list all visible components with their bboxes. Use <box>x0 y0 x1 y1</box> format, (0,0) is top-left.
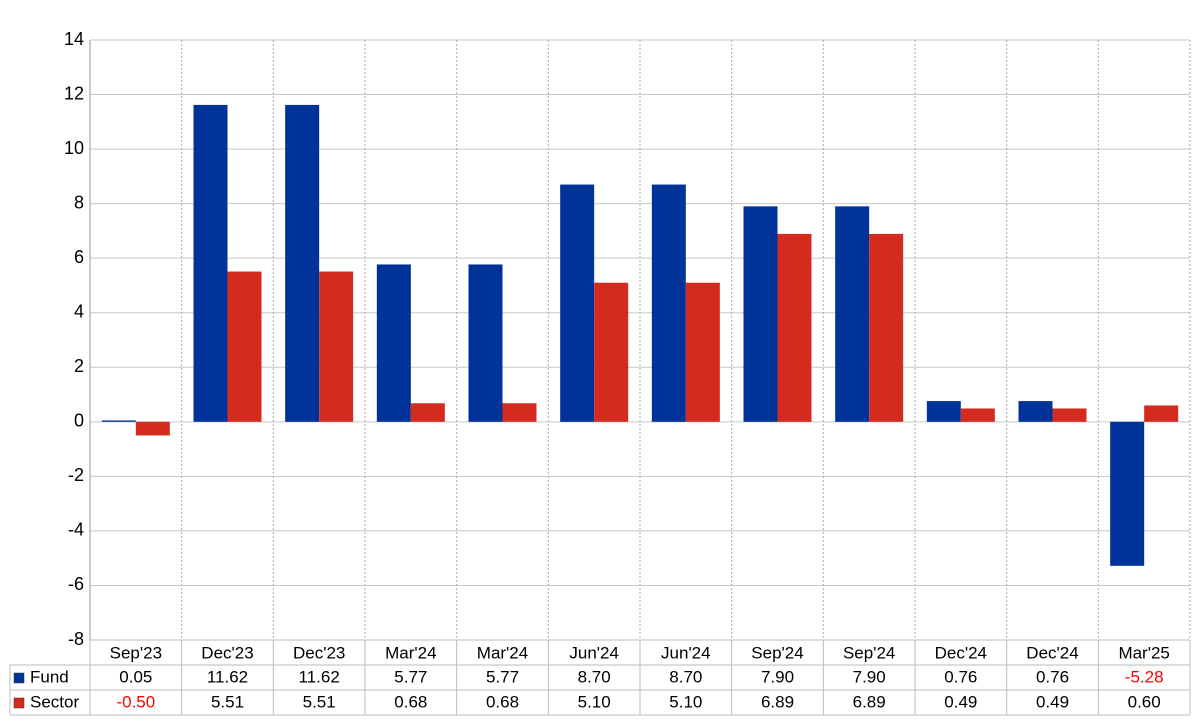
bar <box>285 104 320 422</box>
bar <box>835 206 870 422</box>
bar <box>502 403 537 422</box>
legend-swatch <box>13 697 25 709</box>
bar <box>743 206 778 422</box>
bar <box>227 271 262 422</box>
table-value: 7.90 <box>761 667 794 686</box>
table-value: 0.76 <box>1036 667 1069 686</box>
bar <box>869 233 904 422</box>
y-tick-label: -4 <box>68 520 84 540</box>
table-value: 0.49 <box>1036 692 1069 711</box>
x-tick-label: Dec'23 <box>201 643 253 662</box>
bar <box>926 401 961 422</box>
x-tick-label: Dec'24 <box>935 643 987 662</box>
bar <box>777 233 812 422</box>
bar <box>468 264 503 422</box>
y-tick-label: 4 <box>74 301 84 321</box>
table-value: 11.62 <box>207 667 248 686</box>
bar <box>410 403 445 422</box>
x-tick-label: Mar'25 <box>1118 643 1169 662</box>
x-tick-label: Dec'23 <box>293 643 345 662</box>
y-tick-label: 10 <box>64 138 84 158</box>
table-value: 0.76 <box>944 667 977 686</box>
table-value: 5.51 <box>211 692 244 711</box>
bar <box>319 271 354 422</box>
x-tick-label: Jun'24 <box>569 643 619 662</box>
y-tick-label: -2 <box>68 465 84 485</box>
table-value: 0.68 <box>486 692 519 711</box>
table-value: 8.70 <box>578 667 611 686</box>
bar <box>560 184 595 422</box>
table-value: 0.49 <box>944 692 977 711</box>
y-tick-label: 14 <box>64 29 84 49</box>
table-value: 5.77 <box>394 667 427 686</box>
table-value: 6.89 <box>761 692 794 711</box>
x-tick-label: Mar'24 <box>477 643 528 662</box>
y-tick-label: 6 <box>74 247 84 267</box>
y-tick-label: -6 <box>68 574 84 594</box>
bar <box>193 104 228 422</box>
x-tick-label: Jun'24 <box>661 643 711 662</box>
x-tick-label: Mar'24 <box>385 643 436 662</box>
y-tick-label: 12 <box>64 83 84 103</box>
bar <box>651 184 686 422</box>
legend-label: Fund <box>30 667 69 686</box>
table-value: 8.70 <box>669 667 702 686</box>
table-value: 0.05 <box>119 667 152 686</box>
y-tick-label: 8 <box>74 192 84 212</box>
bar <box>594 282 629 422</box>
table-value: -5.28 <box>1125 667 1164 686</box>
table-value: -0.50 <box>116 692 155 711</box>
bar <box>1144 405 1179 422</box>
table-value: 0.60 <box>1128 692 1161 711</box>
bar <box>960 408 995 422</box>
bar <box>376 264 411 422</box>
table-value: 5.10 <box>669 692 702 711</box>
x-tick-label: Dec'24 <box>1026 643 1078 662</box>
table-value: 5.10 <box>578 692 611 711</box>
legend-label: Sector <box>30 692 79 711</box>
x-tick-label: Sep'24 <box>751 643 803 662</box>
x-tick-label: Sep'24 <box>843 643 895 662</box>
y-tick-label: -8 <box>68 629 84 649</box>
table-value: 5.51 <box>303 692 336 711</box>
legend-swatch <box>13 672 25 684</box>
y-tick-label: 2 <box>74 356 84 376</box>
table-value: 0.68 <box>394 692 427 711</box>
table-value: 7.90 <box>853 667 886 686</box>
bar <box>1110 421 1145 566</box>
y-tick-label: 0 <box>74 411 84 431</box>
bar <box>101 420 136 422</box>
x-tick-label: Sep'23 <box>110 643 162 662</box>
table-value: 6.89 <box>853 692 886 711</box>
bar <box>135 421 170 436</box>
bar <box>685 282 720 422</box>
bar <box>1018 401 1053 422</box>
table-value: 11.62 <box>299 667 340 686</box>
bar <box>1052 408 1087 422</box>
table-value: 5.77 <box>486 667 519 686</box>
